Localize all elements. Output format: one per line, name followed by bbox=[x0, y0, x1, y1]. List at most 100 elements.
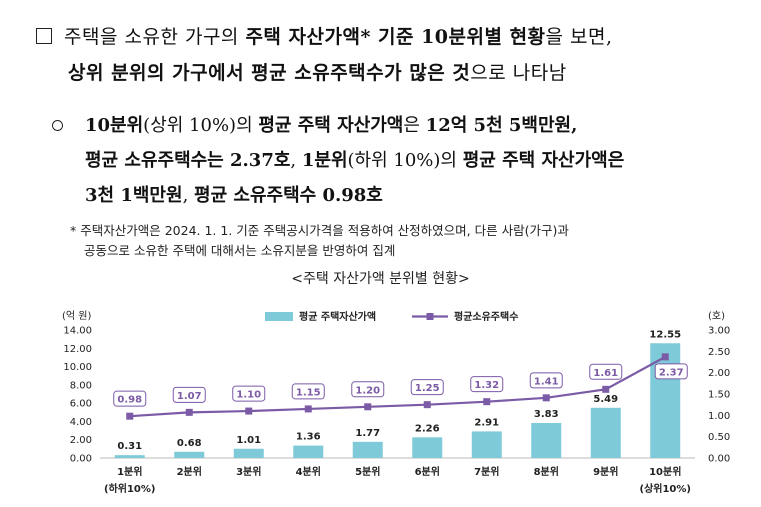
footnote-line-2: 공동으로 소유한 주택에 대해서는 소유지분을 반영하여 집계 bbox=[84, 240, 395, 259]
x-tick-label: 10분위 bbox=[649, 465, 681, 478]
line-label-box bbox=[529, 372, 563, 389]
x-tick-label: 9분위 bbox=[593, 465, 618, 478]
line-label-box bbox=[654, 363, 688, 380]
bar bbox=[293, 445, 324, 458]
line-label-box bbox=[410, 379, 444, 396]
y-right-unit: (호) bbox=[708, 310, 725, 322]
bullet-bold: 1분위 bbox=[301, 150, 348, 171]
line-value-label: 1.15 bbox=[296, 387, 321, 398]
chart-title: <주택 자산가액 분위별 현황> bbox=[291, 271, 470, 287]
intro-bold: 주택 자산가액* 기준 10분위별 현황 bbox=[245, 26, 546, 48]
bullet-text: (하위 10%)의 bbox=[347, 150, 463, 171]
legend-line-marker bbox=[426, 313, 434, 320]
bar bbox=[590, 407, 621, 458]
intro-text: 을 보면, bbox=[545, 26, 613, 48]
x-tick-label: 1분위 bbox=[117, 465, 142, 478]
bullet-line-3: 3천 1백만원, 평균 소유주택수 0.98호 bbox=[85, 181, 383, 207]
y-right-tick: 2.50 bbox=[708, 347, 730, 358]
line-point bbox=[423, 401, 431, 409]
line-point bbox=[304, 405, 312, 413]
bullet-line-2: 평균 소유주택수는 2.37호, 1분위(하위 10%)의 평균 주택 자산가액… bbox=[85, 146, 624, 172]
y-left-tick: 10.00 bbox=[63, 362, 92, 373]
line-point bbox=[542, 394, 550, 402]
x-tick-label: 5분위 bbox=[355, 465, 380, 478]
intro-line-1: 주택을 소유한 가구의 주택 자산가액* 기준 10분위별 현황을 보면, bbox=[36, 22, 613, 49]
y-left-tick: 0.00 bbox=[70, 454, 92, 465]
legend-bar-swatch bbox=[265, 312, 293, 321]
x-tick-label: 4분위 bbox=[296, 465, 321, 478]
bar bbox=[531, 422, 562, 458]
bar bbox=[352, 441, 383, 458]
line-label-box bbox=[351, 381, 385, 398]
y-right-tick: 0.50 bbox=[708, 432, 730, 443]
bar-value-label: 5.49 bbox=[593, 394, 618, 405]
bar-value-label: 3.83 bbox=[534, 409, 559, 420]
intro-text: 으로 나타남 bbox=[470, 62, 567, 84]
y-left-tick: 2.00 bbox=[70, 435, 92, 446]
bar-value-label: 0.31 bbox=[117, 441, 142, 452]
x-tick-sublabel: (하위10%) bbox=[104, 482, 155, 495]
line-value-label: 1.20 bbox=[355, 385, 380, 396]
bullet-text: , bbox=[290, 150, 302, 171]
bullet-bold: 평균 주택 자산가액 bbox=[258, 115, 404, 136]
intro-line-2: 상위 분위의 가구에서 평균 소유주택수가 많은 것으로 나타남 bbox=[68, 58, 567, 85]
line-value-label: 1.07 bbox=[177, 391, 202, 402]
y-right-tick: 1.50 bbox=[708, 390, 730, 401]
bullet-bold: 평균 소유주택수는 2.37호 bbox=[85, 150, 291, 171]
line-value-label: 1.25 bbox=[415, 383, 440, 394]
line-point bbox=[661, 353, 669, 361]
bullet-text: 은 bbox=[403, 115, 426, 136]
line-label-box bbox=[291, 383, 325, 400]
footnote-line-1: * 주택자산가액은 2024. 1. 1. 기준 주택공시가격을 적용하여 산정… bbox=[70, 220, 569, 239]
y-left-unit: (억 원) bbox=[62, 310, 91, 322]
x-tick-label: 6분위 bbox=[415, 465, 440, 478]
checkbox-icon bbox=[36, 28, 52, 44]
y-right-tick: 3.00 bbox=[708, 326, 730, 337]
bullet-text: (상위 10%)의 bbox=[143, 115, 259, 136]
line-series bbox=[129, 355, 666, 418]
line-value-label: 1.32 bbox=[474, 380, 499, 391]
line-value-label: 2.37 bbox=[659, 367, 684, 378]
x-tick-sublabel: (상위10%) bbox=[640, 482, 691, 495]
bullet-bold: 평균 주택 자산가액은 bbox=[462, 150, 625, 171]
bar bbox=[412, 437, 443, 458]
circle-bullet-icon bbox=[52, 120, 63, 131]
bar-value-label: 1.77 bbox=[355, 428, 380, 439]
bar bbox=[233, 448, 264, 458]
line-point bbox=[185, 408, 193, 416]
footnote-mark: * bbox=[70, 223, 77, 238]
line-point bbox=[245, 407, 253, 415]
y-left-tick: 4.00 bbox=[70, 417, 92, 428]
line-label-box bbox=[232, 385, 266, 402]
bullet-bold: 10분위 bbox=[85, 115, 144, 136]
bar-value-label: 1.01 bbox=[236, 435, 261, 446]
y-right-tick: 2.00 bbox=[708, 368, 730, 379]
line-label-box bbox=[470, 376, 504, 393]
line-point bbox=[126, 412, 134, 420]
legend-bar-label: 평균 주택자산가액 bbox=[299, 310, 376, 323]
bar-value-label: 1.36 bbox=[296, 432, 321, 443]
bar-value-label: 2.91 bbox=[474, 417, 499, 428]
bar bbox=[650, 343, 681, 458]
line-value-label: 1.41 bbox=[534, 376, 559, 387]
bullet-text: , bbox=[182, 185, 195, 206]
line-point bbox=[602, 385, 610, 393]
bullet-bold: 12억 5천 5백만원, bbox=[425, 115, 578, 136]
line-value-label: 0.98 bbox=[117, 395, 142, 406]
line-label-box bbox=[172, 386, 206, 403]
bullet-bold: 3천 1백만원 bbox=[85, 185, 183, 206]
bar-value-label: 2.26 bbox=[415, 423, 440, 434]
x-tick-label: 2분위 bbox=[177, 465, 202, 478]
footnote-text: 주택자산가액은 2024. 1. 1. 기준 주택공시가격을 적용하여 산정하였… bbox=[80, 223, 569, 238]
footnote-text: 공동으로 소유한 주택에 대해서는 소유지분을 반영하여 집계 bbox=[84, 243, 396, 258]
line-label-box bbox=[589, 363, 623, 380]
y-left-tick: 8.00 bbox=[70, 380, 92, 391]
bullet-line-1: 10분위(상위 10%)의 평균 주택 자산가액은 12억 5천 5백만원, bbox=[85, 111, 577, 137]
bar bbox=[114, 455, 145, 458]
line-value-label: 1.61 bbox=[593, 368, 618, 379]
y-left-tick: 6.00 bbox=[70, 399, 92, 410]
bullet-bold: 평균 소유주택수 0.98호 bbox=[194, 185, 383, 206]
x-tick-label: 3분위 bbox=[236, 465, 261, 478]
line-value-label: 1.10 bbox=[236, 390, 261, 401]
legend-line-label: 평균소유주택수 bbox=[454, 310, 518, 323]
